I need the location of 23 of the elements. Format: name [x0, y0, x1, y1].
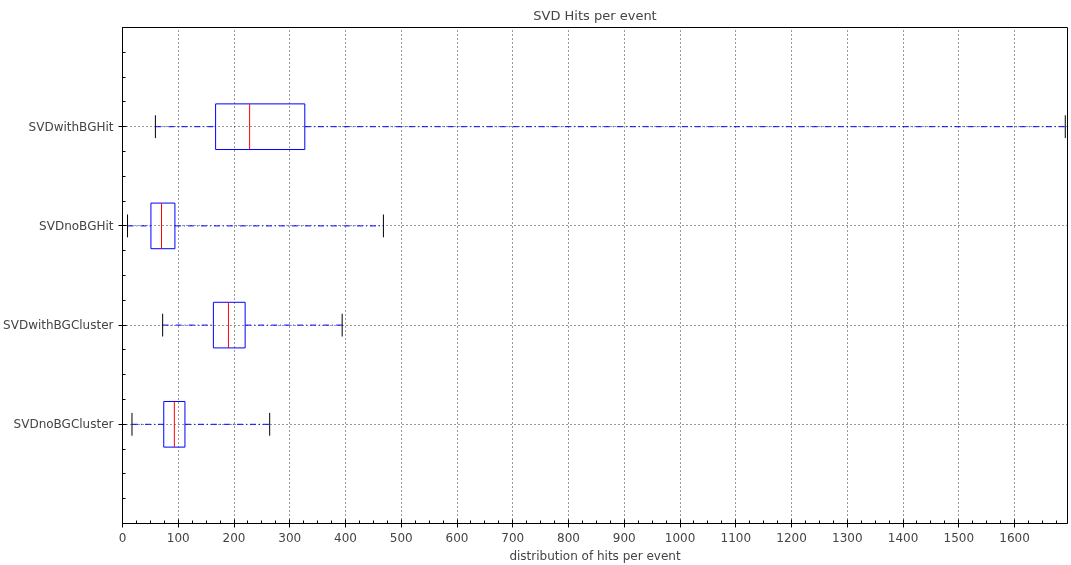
- x-tick-label: 1000: [664, 530, 696, 545]
- x-tick-label: 1600: [999, 530, 1030, 545]
- y-tick-label: SVDnoBGHit: [39, 218, 114, 233]
- x-tick-label: 1100: [720, 530, 752, 545]
- chart-title: SVD Hits per event: [533, 7, 657, 23]
- y-tick-label: SVDwithBGCluster: [3, 318, 114, 333]
- x-tick-label: 200: [222, 530, 246, 545]
- x-tick-label: 400: [334, 530, 357, 545]
- x-tick-label: 900: [612, 530, 636, 545]
- x-tick-label: 500: [389, 530, 413, 545]
- x-tick-label: 100: [166, 530, 190, 545]
- x-tick-label: 300: [278, 530, 302, 545]
- x-tick-label: 700: [501, 530, 525, 545]
- y-tick-label: SVDwithBGHit: [28, 119, 114, 134]
- x-tick-label: 1300: [832, 530, 863, 545]
- x-tick-label: 1500: [943, 530, 975, 545]
- y-tick-label: SVDnoBGCluster: [13, 417, 114, 432]
- x-tick-label: 1200: [776, 530, 807, 545]
- x-axis-title: distribution of hits per event: [509, 548, 681, 563]
- x-tick-label: 800: [557, 530, 580, 545]
- x-tick-label: 1400: [887, 530, 919, 545]
- x-tick-label: 0: [118, 530, 127, 545]
- x-tick-label: 600: [445, 530, 469, 545]
